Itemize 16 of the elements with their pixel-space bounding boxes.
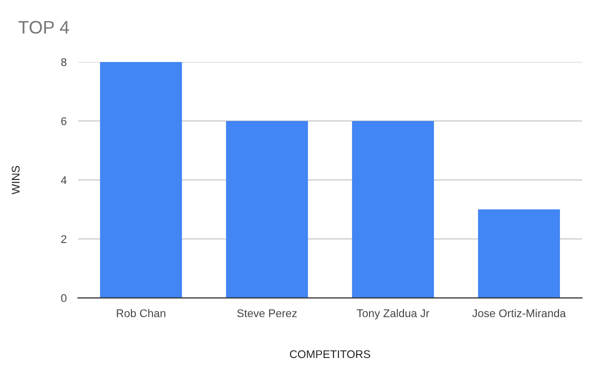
x-tick-label: Steve Perez: [237, 309, 297, 318]
x-axis-title: COMPETITORS: [290, 350, 370, 358]
y-tick-label: 8: [61, 58, 66, 66]
y-tick-label: 4: [60, 176, 67, 184]
x-tick-label: Tony Zaldua Jr: [356, 309, 430, 320]
chart-title: TOP 4: [18, 20, 70, 34]
y-tick-label: 2: [61, 235, 66, 243]
bar: [478, 209, 560, 298]
y-tick-label: 6: [61, 117, 66, 126]
bar: [226, 120, 308, 298]
y-axis-title: WINS: [12, 166, 20, 194]
bar: [100, 62, 182, 298]
x-tick-label: Rob Chan: [116, 309, 166, 318]
y-tick-label: 0: [61, 294, 66, 302]
x-tick-label: Jose Ortiz-Miranda: [472, 309, 566, 318]
bar: [352, 120, 434, 298]
